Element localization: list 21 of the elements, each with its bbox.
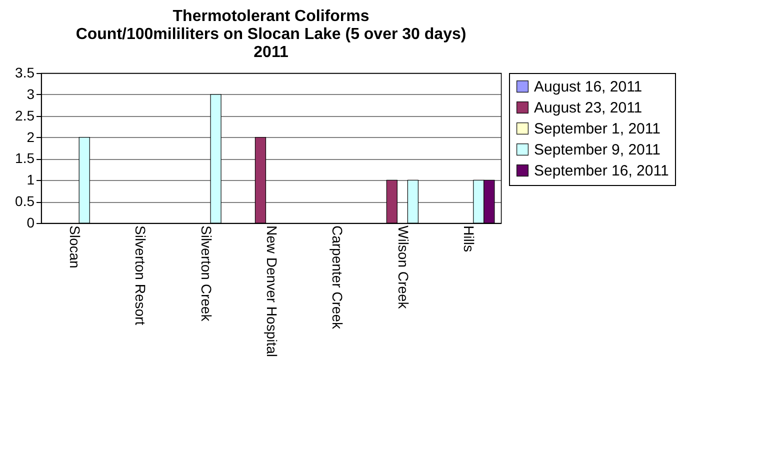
x-tick-label: Wilson Creek [395, 226, 412, 310]
y-tick-label: 1 [26, 172, 35, 188]
x-tick-label: Silverton Creek [198, 226, 214, 322]
x-tick-label: New Denver Hospital [264, 226, 280, 357]
x-tick-label: Slocan [66, 226, 83, 268]
y-tick-label: 1.5 [15, 150, 35, 166]
y-tick-label: 2.5 [15, 107, 35, 124]
y-tick-label: 3.5 [15, 64, 35, 80]
y-tick-label: 0 [26, 214, 35, 230]
legend-label: September 16, 2011 [534, 162, 669, 180]
x-tick-label: Carpenter Creek [330, 226, 346, 330]
legend-label: September 9, 2011 [534, 142, 660, 158]
x-tick-label: Hills [461, 226, 478, 252]
x-tick-label: Silverton Resort [132, 226, 149, 326]
y-tick-label: 3 [26, 86, 35, 102]
chart-title: Thermotolerant Coliforms Count/100mililiters on Slocan Lake (5 over 30 days) 2011 [76, 8, 466, 61]
y-tick-label: 2 [26, 128, 35, 145]
y-tick-label: 0.5 [15, 193, 35, 210]
legend-label: August 23, 2011 [534, 100, 642, 116]
legend-label: September 1, 2011 [534, 120, 660, 138]
legend-label: August 16, 2011 [534, 78, 642, 96]
